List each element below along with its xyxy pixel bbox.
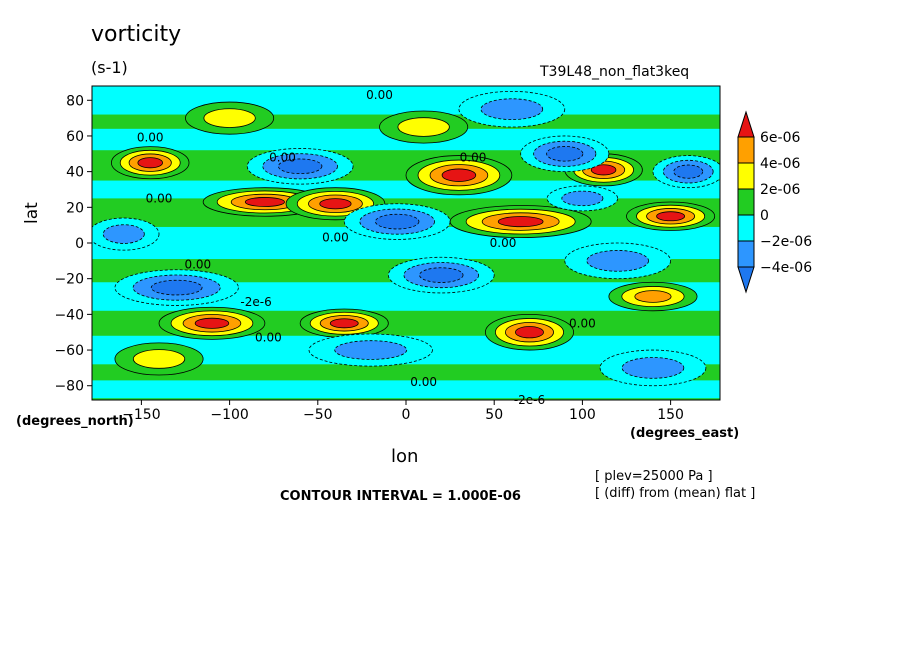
contour-label: 0.00 [460, 150, 487, 164]
contour-label: 0.00 [137, 131, 164, 145]
contour-label: 0.00 [366, 88, 393, 102]
y-tick-label: −40 [54, 307, 84, 323]
x-tick-label: −100 [210, 407, 248, 423]
x-axis-units: (degrees_east) [630, 426, 740, 441]
contour-region [244, 197, 285, 207]
chart-title: vorticity [91, 22, 182, 47]
contour-region [194, 317, 230, 329]
contour-label: 0.00 [322, 231, 349, 245]
colorbar-label: −2e-06 [760, 234, 812, 250]
contour-region [203, 108, 256, 128]
contour-label: 0.00 [410, 375, 437, 389]
colorbar-label: 4e-06 [760, 156, 800, 172]
y-tick-label: 40 [66, 165, 84, 181]
note-diff: [ (diff) from (mean) flat ] [595, 486, 756, 501]
y-tick-label: 20 [66, 200, 84, 216]
note-plev: [ plev=25000 Pa ] [595, 469, 713, 484]
x-tick-label: −150 [122, 407, 160, 423]
contour-region [137, 157, 163, 169]
contour-region [329, 318, 359, 329]
colorbar-bottom-arrow [737, 266, 755, 294]
chart-units: (s-1) [91, 58, 128, 77]
colorbar-segment [737, 240, 755, 268]
contour-label: 0.00 [269, 150, 296, 164]
colorbar-label: 6e-06 [760, 130, 800, 146]
colorbar-segment [737, 162, 755, 190]
x-axis: −150 −100 −50 0 50 100 150 [122, 400, 684, 423]
colorbar-segment [737, 188, 755, 216]
contour-label: 0.00 [255, 331, 282, 345]
contour-region [334, 340, 408, 360]
contour-label: 0.00 [490, 236, 517, 250]
y-tick-label: −80 [54, 379, 84, 395]
contour-label: 0.00 [146, 191, 173, 205]
contour-interval: CONTOUR INTERVAL = 1.000E-06 [280, 489, 521, 504]
contour-region [132, 349, 186, 369]
contour-label: 0.00 [569, 316, 596, 330]
contour-region [546, 146, 584, 162]
contour-region [397, 117, 450, 137]
field-band [92, 380, 720, 399]
x-axis-label: lon [391, 446, 419, 467]
contour-region [102, 224, 145, 244]
x-tick-label: 50 [485, 407, 503, 423]
y-tick-label: 60 [66, 129, 84, 145]
contour-region [374, 213, 420, 230]
colorbar: 6e-06 4e-06 2e-06 0 −2e-06 −4e-06 [737, 110, 812, 294]
contour-region [561, 190, 604, 207]
y-tick-label: 0 [75, 236, 84, 252]
contour-region [277, 158, 323, 175]
contour-label: 0.00 [184, 257, 211, 271]
contour-region [590, 164, 617, 176]
x-tick-label: 100 [569, 407, 596, 423]
contour-region [419, 267, 464, 283]
y-axis: 80 60 40 20 0 −20 −40 −60 −80 [54, 93, 92, 395]
y-tick-label: −20 [54, 272, 84, 288]
contour-region [673, 164, 704, 179]
colorbar-label: −4e-06 [760, 260, 812, 276]
contour-region [656, 211, 686, 222]
contour-region [621, 357, 685, 379]
contour-region [497, 216, 544, 228]
field-band [92, 86, 720, 115]
x-tick-label: 0 [402, 407, 411, 423]
colorbar-segment [737, 136, 755, 164]
contour-region [319, 198, 352, 210]
contour-region [515, 326, 544, 339]
x-tick-label: −50 [303, 407, 333, 423]
x-tick-label: 150 [657, 407, 684, 423]
contour-field [92, 86, 720, 400]
colorbar-label: 2e-06 [760, 182, 800, 198]
contour-region [150, 279, 203, 296]
colorbar-segment [737, 214, 755, 242]
contour-label: -2e-6 [240, 295, 271, 309]
contour-labels: 0.00 0.00 0.00 0.00 0.00 0.00 0.00 0.00 0.00 0.00… [137, 88, 596, 407]
contour-region [634, 290, 672, 303]
colorbar-label: 0 [760, 208, 769, 224]
y-tick-label: 80 [66, 93, 84, 109]
contour-region [480, 98, 544, 121]
contour-region [586, 250, 649, 272]
run-id-label: T39L48_non_flat3keq [540, 64, 690, 80]
colorbar-top-arrow [737, 110, 755, 138]
y-axis-units: (degrees_north) [16, 414, 134, 429]
contour-region [441, 168, 477, 182]
y-tick-label: −60 [54, 343, 84, 359]
